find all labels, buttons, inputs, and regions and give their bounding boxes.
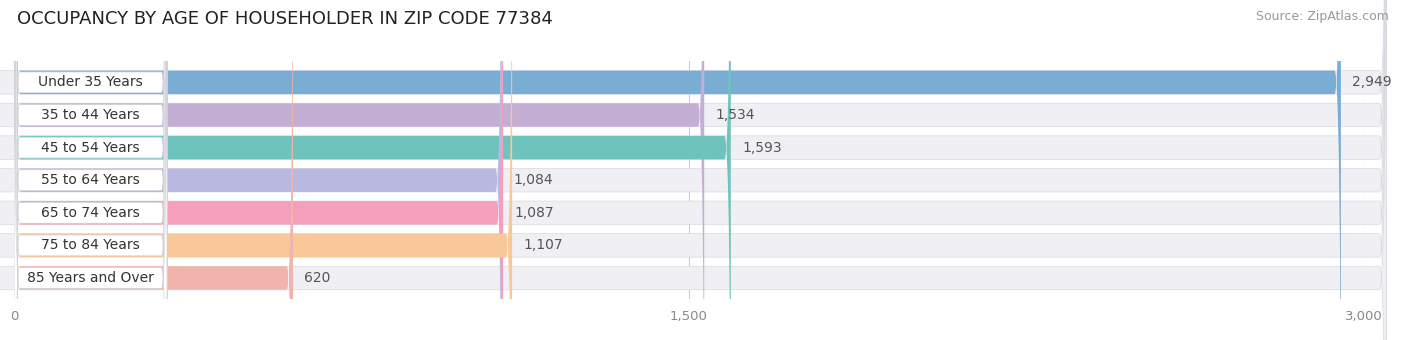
Text: Under 35 Years: Under 35 Years [38,75,143,89]
FancyBboxPatch shape [14,0,167,340]
Text: 85 Years and Over: 85 Years and Over [27,271,155,285]
Text: 1,534: 1,534 [716,108,755,122]
FancyBboxPatch shape [14,0,731,340]
Text: 65 to 74 Years: 65 to 74 Years [41,206,141,220]
Text: 1,087: 1,087 [515,206,554,220]
FancyBboxPatch shape [14,0,167,340]
FancyBboxPatch shape [14,0,167,340]
FancyBboxPatch shape [14,0,167,340]
Text: OCCUPANCY BY AGE OF HOUSEHOLDER IN ZIP CODE 77384: OCCUPANCY BY AGE OF HOUSEHOLDER IN ZIP C… [17,10,553,28]
FancyBboxPatch shape [14,0,292,340]
FancyBboxPatch shape [14,0,167,340]
Text: 55 to 64 Years: 55 to 64 Years [41,173,141,187]
Text: 620: 620 [304,271,330,285]
Text: 1,084: 1,084 [513,173,553,187]
Text: 1,107: 1,107 [523,238,562,252]
FancyBboxPatch shape [14,0,503,340]
Text: 45 to 54 Years: 45 to 54 Years [41,141,139,155]
FancyBboxPatch shape [14,0,1341,340]
Text: 35 to 44 Years: 35 to 44 Years [41,108,139,122]
Text: 2,949: 2,949 [1353,75,1392,89]
FancyBboxPatch shape [14,0,167,340]
Text: 1,593: 1,593 [742,141,782,155]
Text: Source: ZipAtlas.com: Source: ZipAtlas.com [1256,10,1389,23]
Text: 75 to 84 Years: 75 to 84 Years [41,238,141,252]
FancyBboxPatch shape [14,0,512,340]
FancyBboxPatch shape [14,0,167,340]
FancyBboxPatch shape [14,0,704,340]
FancyBboxPatch shape [14,0,502,340]
